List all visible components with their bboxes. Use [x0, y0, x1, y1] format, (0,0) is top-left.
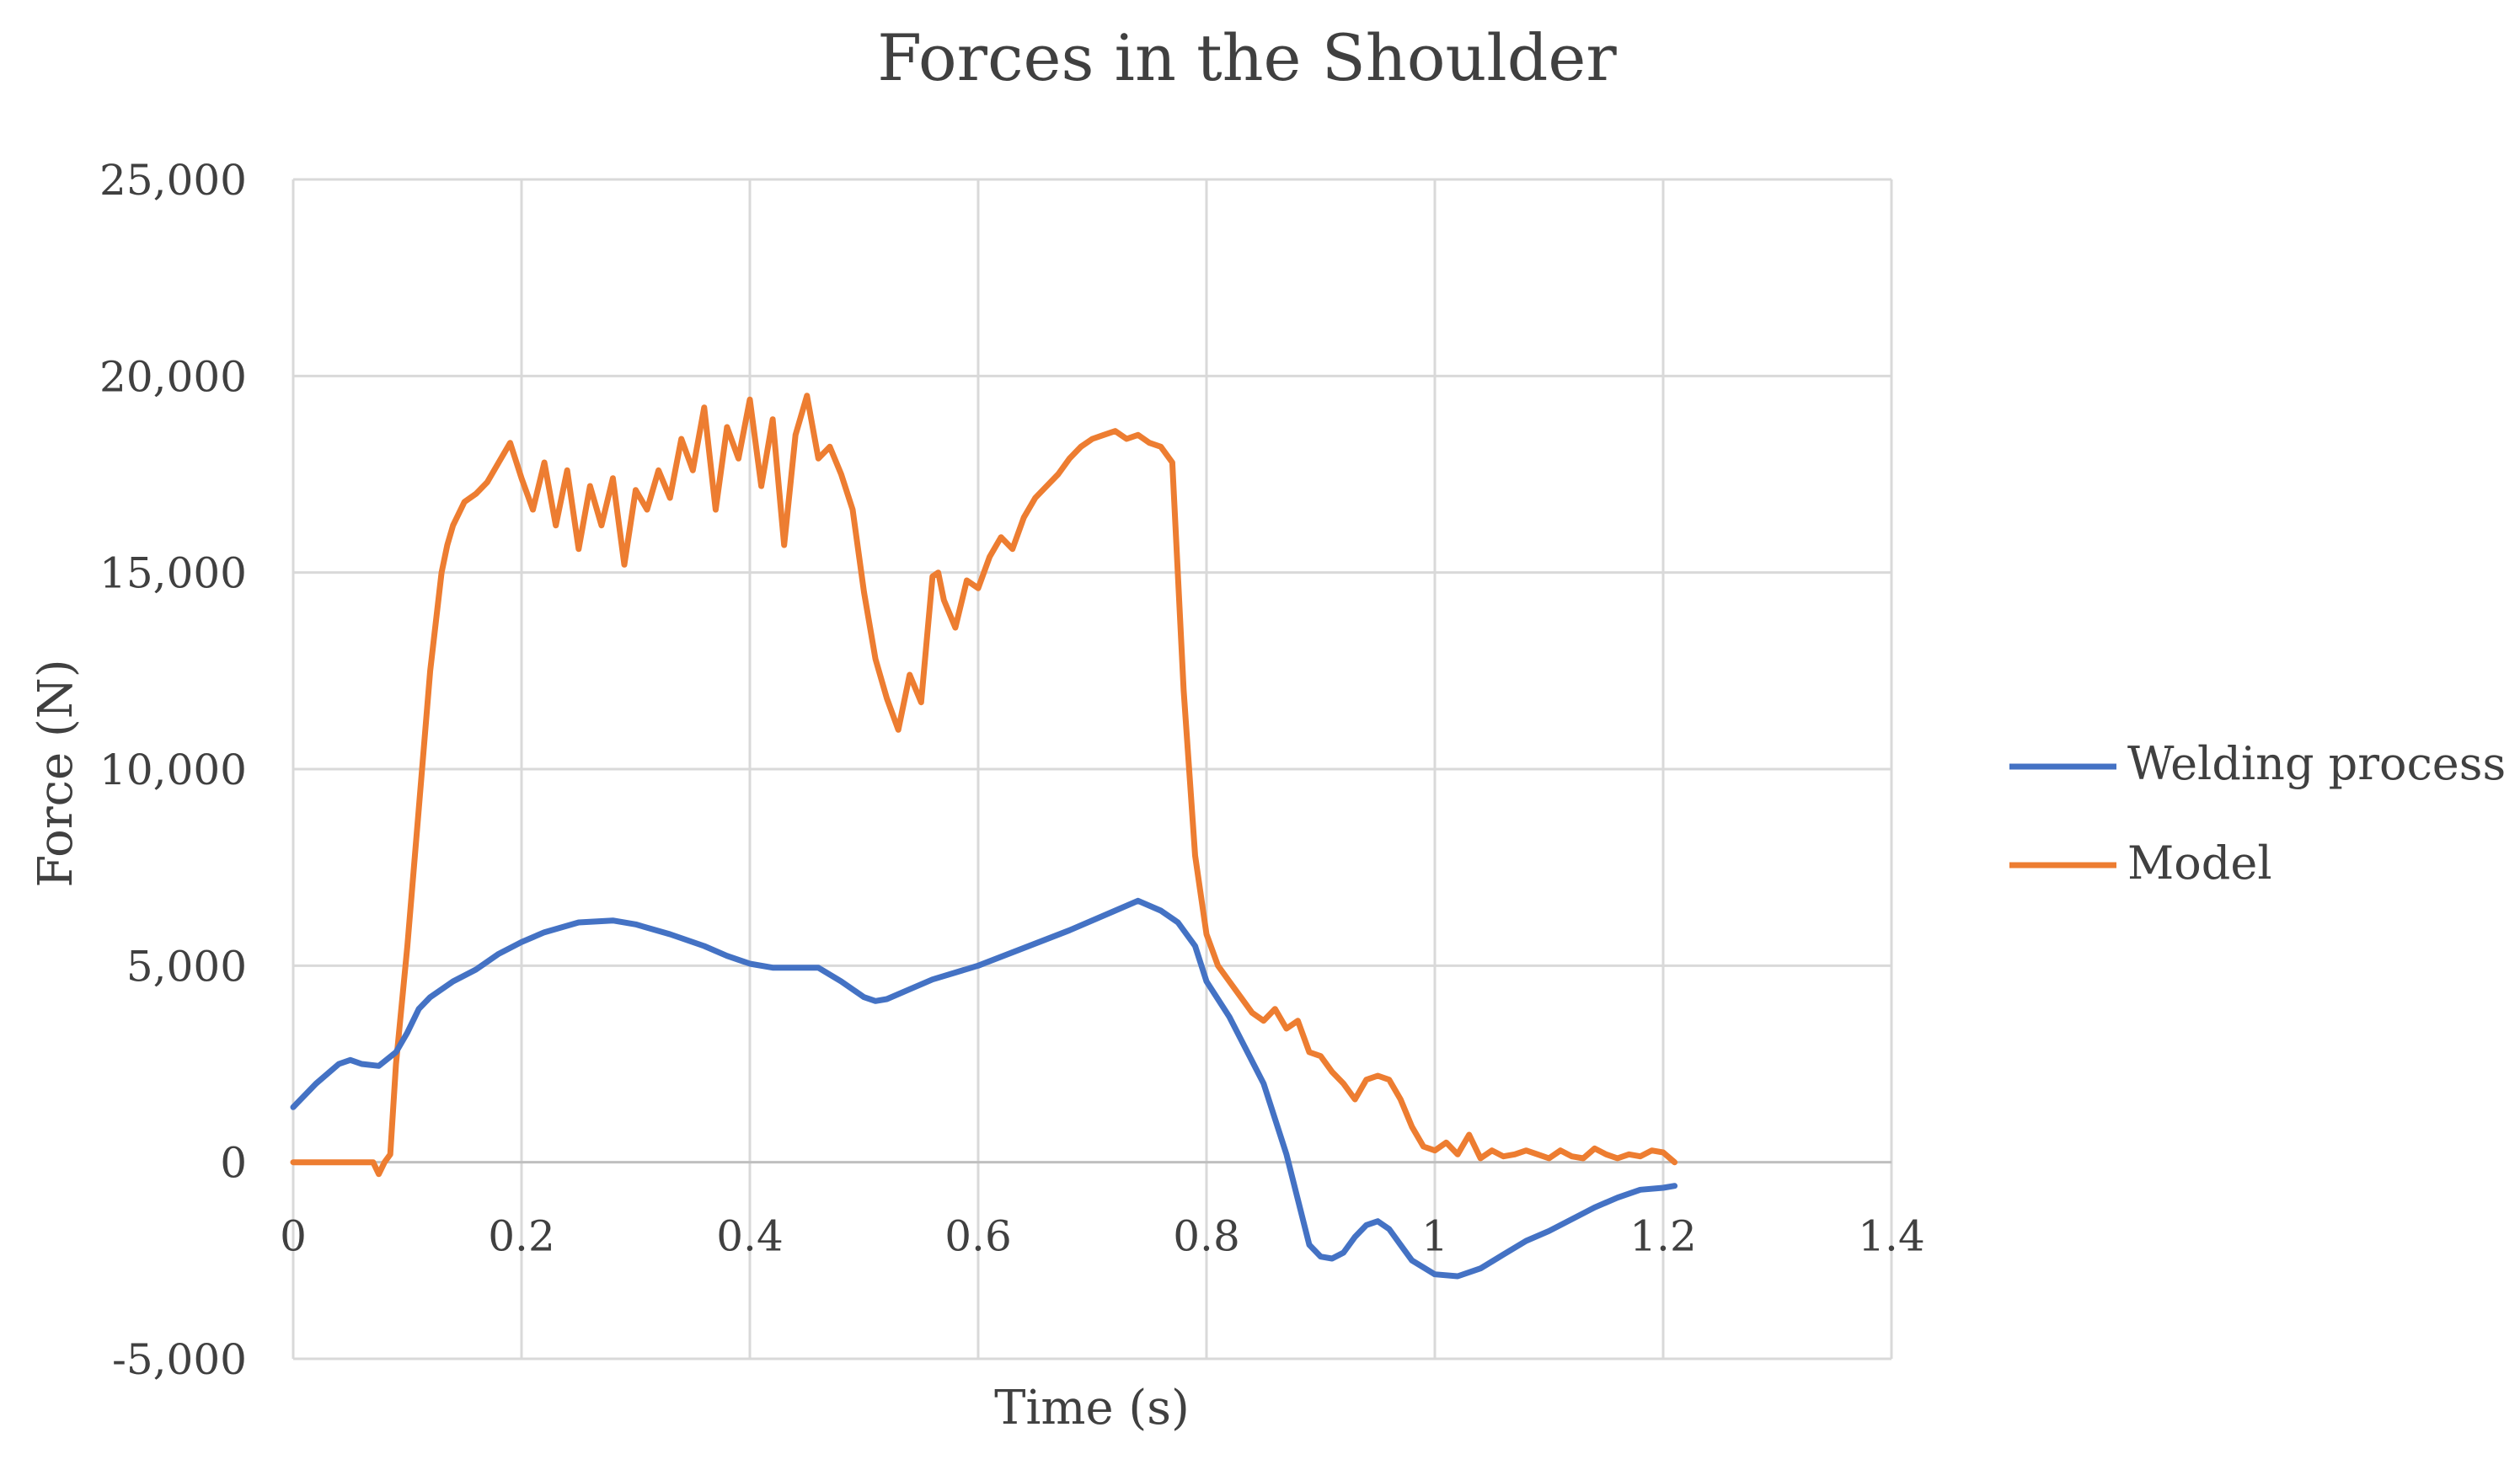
legend-item-model[interactable]: Model [2009, 837, 2272, 890]
x-tick-label: 1.2 [1629, 1212, 1697, 1261]
series-line-model[interactable] [290, 393, 1678, 1178]
x-axis-label: Time (s) [994, 1381, 1190, 1435]
y-tick-label: 20,000 [99, 352, 247, 401]
y-axis-label: Force (N) [29, 659, 83, 887]
x-tick-label: 1.4 [1858, 1212, 1925, 1261]
y-tick-label: 15,000 [99, 549, 247, 598]
legend-item-welding-process[interactable]: Welding process [2009, 737, 2506, 790]
y-tick-label: -5,000 [112, 1335, 247, 1384]
chart-title: Forces in the Shoulder [877, 20, 1617, 95]
legend-label-welding-process: Welding process [2127, 737, 2506, 790]
y-tick-label: 0 [220, 1139, 247, 1188]
x-tick-label: 0 [280, 1212, 307, 1261]
x-tick-label: 0.8 [1173, 1212, 1240, 1261]
axes: 0 0.2 0.4 0.6 0.8 1 1.2 1.4 -5,000 0 5,000 10,000 15… [99, 156, 1925, 1384]
x-tick-label: 0.2 [488, 1212, 555, 1261]
x-tick-label: 0.6 [944, 1212, 1012, 1261]
x-tick-label: 1 [1421, 1212, 1448, 1261]
y-tick-label: 5,000 [126, 942, 247, 991]
x-tick-label: 0.4 [716, 1212, 784, 1261]
series-lines [290, 393, 1678, 1280]
gridlines [292, 178, 1893, 1360]
y-tick-label: 25,000 [99, 156, 247, 205]
legend-label-model: Model [2127, 837, 2272, 890]
y-tick-label: 10,000 [99, 746, 247, 794]
legend: Welding process Model [2009, 737, 2506, 890]
series-line-welding-process[interactable] [290, 897, 1678, 1280]
